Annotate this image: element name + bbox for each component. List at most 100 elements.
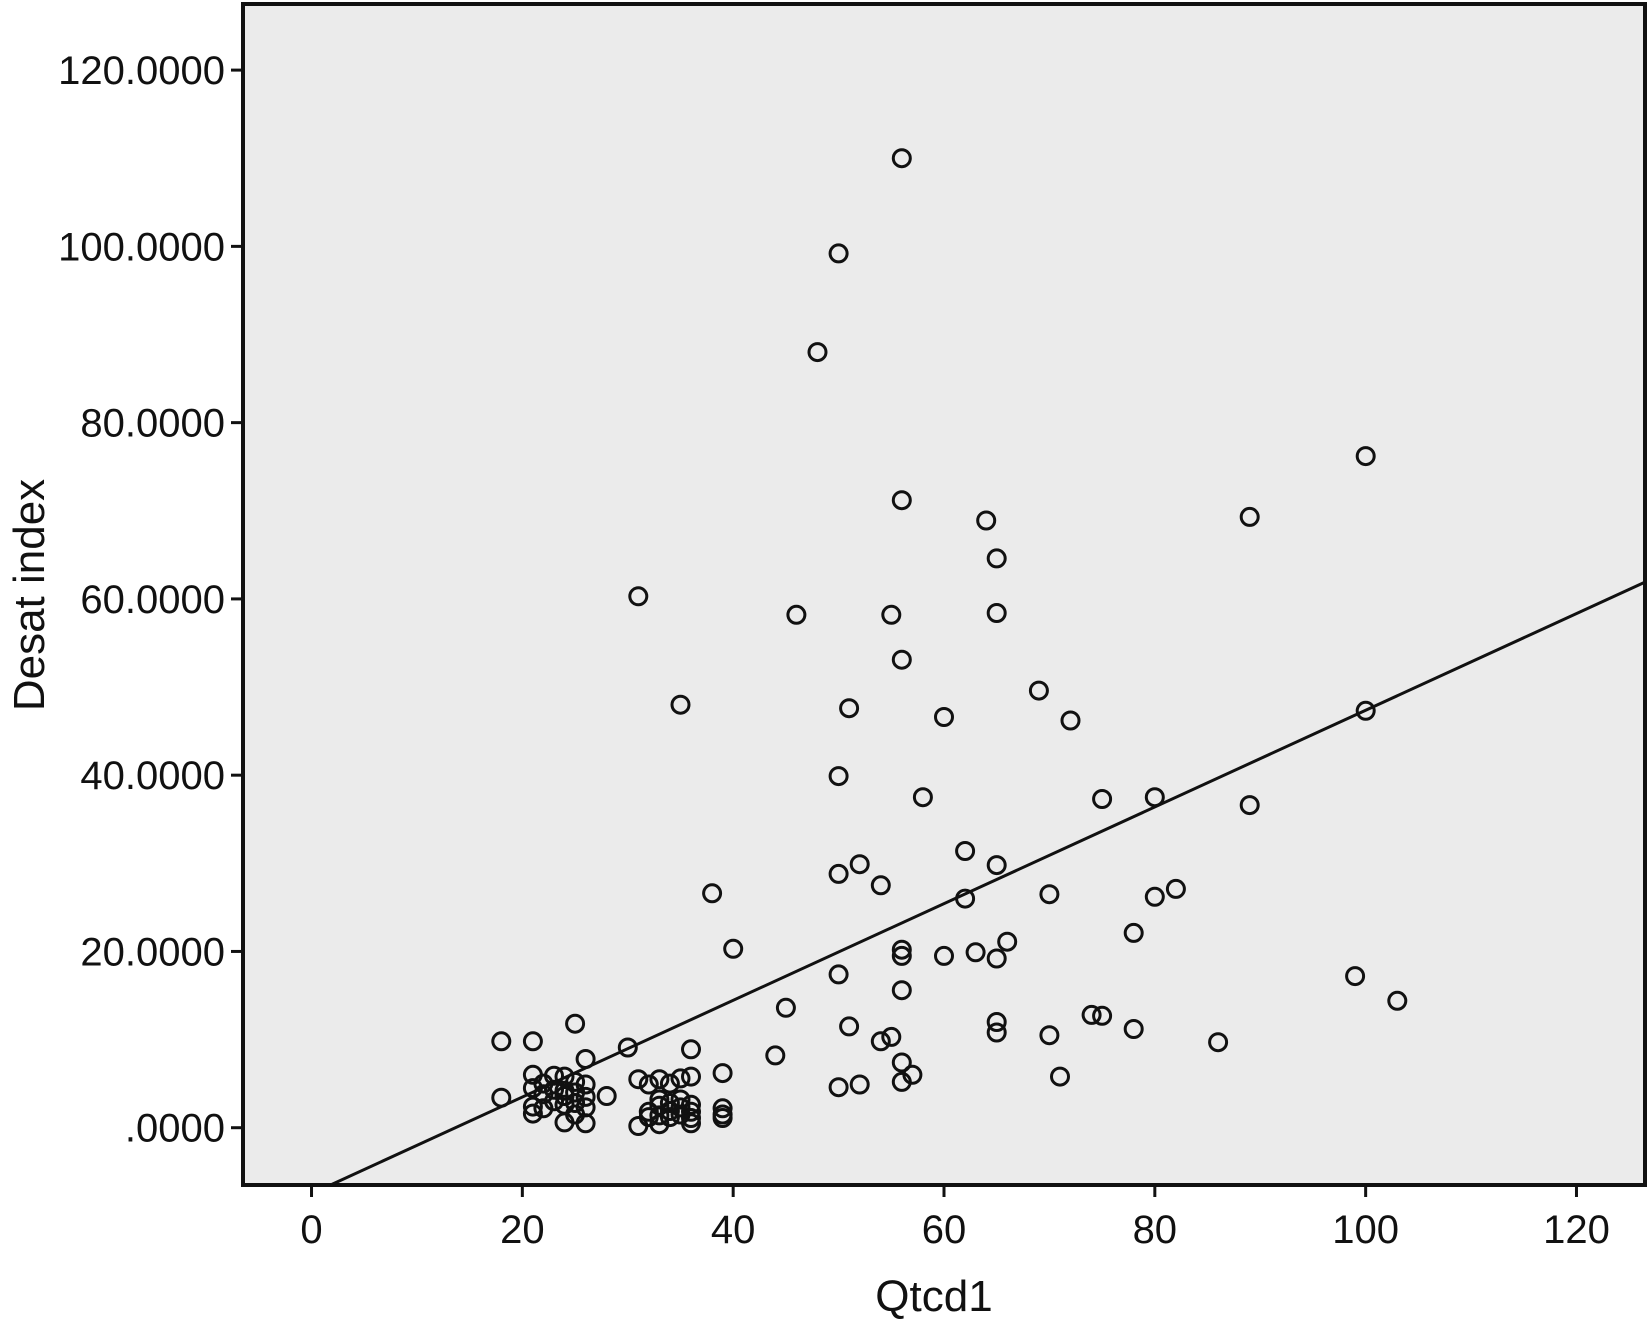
data-point <box>849 1074 870 1095</box>
data-point <box>807 342 828 363</box>
data-point <box>659 1073 680 1094</box>
data-point <box>522 1103 543 1124</box>
data-point <box>1239 506 1260 527</box>
data-point <box>1165 878 1186 899</box>
data-point <box>1239 795 1260 816</box>
data-point <box>891 945 912 966</box>
x-tick-label: 100 <box>1332 1208 1399 1252</box>
data-point <box>628 586 649 607</box>
data-point <box>1028 680 1049 701</box>
data-point <box>1060 710 1081 731</box>
data-point <box>786 604 807 625</box>
data-point <box>681 1113 701 1134</box>
data-point <box>1050 1066 1070 1087</box>
data-point <box>986 948 1007 969</box>
data-point <box>775 997 796 1018</box>
data-point <box>891 980 912 1001</box>
data-point <box>596 1086 617 1106</box>
y-tick-label: 40.0000 <box>80 754 225 798</box>
data-point <box>554 1080 575 1101</box>
data-point <box>670 694 691 715</box>
data-point <box>1355 446 1376 467</box>
data-point <box>649 1069 670 1090</box>
data-point <box>976 510 997 531</box>
data-point <box>638 1101 659 1122</box>
data-point <box>965 942 986 963</box>
data-point <box>891 1052 912 1073</box>
data-point <box>554 1066 575 1087</box>
data-point <box>712 1108 733 1128</box>
data-point <box>881 1026 902 1047</box>
data-point <box>649 1105 670 1126</box>
x-axis: 0 20 40 60 80 100 120 <box>300 1185 1610 1252</box>
data-point <box>934 945 954 966</box>
data-point <box>891 1071 912 1092</box>
data-point <box>649 1114 670 1135</box>
x-tick-label: 0 <box>300 1208 322 1252</box>
data-point <box>522 1031 543 1052</box>
data-point <box>659 1101 680 1121</box>
data-point <box>681 1101 701 1122</box>
data-point <box>839 698 860 719</box>
data-point <box>575 1113 596 1134</box>
data-point <box>522 1096 543 1117</box>
fit-line <box>329 580 1646 1187</box>
data-point <box>839 1016 860 1037</box>
data-point <box>891 490 912 511</box>
data-point <box>1039 884 1060 905</box>
data-point <box>670 1089 691 1110</box>
data-point <box>1355 700 1376 721</box>
data-point <box>681 1039 701 1060</box>
data-point <box>891 148 912 169</box>
data-point <box>934 707 954 727</box>
data-point <box>565 1013 586 1034</box>
data-point <box>891 649 912 670</box>
data-point <box>912 787 933 808</box>
y-tick-label: 80.0000 <box>80 402 225 446</box>
data-point <box>986 1012 1007 1032</box>
data-point <box>828 1077 849 1098</box>
data-point <box>986 855 1007 876</box>
points-layer <box>491 148 1408 1136</box>
data-point <box>575 1086 596 1107</box>
data-point <box>986 548 1007 569</box>
data-point <box>1081 1004 1102 1025</box>
data-point <box>828 964 849 985</box>
data-point <box>712 1063 733 1084</box>
data-point <box>628 1069 649 1090</box>
data-point <box>617 1037 638 1058</box>
data-point <box>881 604 902 625</box>
data-point <box>1092 1005 1113 1026</box>
data-point <box>1123 922 1144 943</box>
data-point <box>828 766 849 787</box>
data-point <box>891 939 912 960</box>
data-point <box>670 1068 691 1089</box>
y-tick-label: .0000 <box>125 1107 225 1151</box>
data-point <box>1345 966 1366 987</box>
x-tick-label: 120 <box>1543 1208 1610 1252</box>
data-point <box>1092 789 1113 809</box>
plot-area <box>241 2 1647 1187</box>
data-point <box>849 854 870 875</box>
data-point <box>986 1022 1007 1043</box>
x-tick-label: 20 <box>500 1208 545 1252</box>
data-point <box>554 1112 575 1133</box>
data-point <box>870 1031 891 1052</box>
data-point <box>638 1074 659 1095</box>
y-tick-label: 60.0000 <box>80 578 225 622</box>
x-tick-label: 40 <box>711 1208 756 1252</box>
data-point <box>659 1093 680 1113</box>
y-axis: .0000 20.0000 40.0000 60.0000 80.0000 100.000… <box>58 49 243 1151</box>
data-point <box>828 243 849 264</box>
data-point <box>565 1093 586 1113</box>
data-point <box>765 1045 786 1066</box>
y-axis-title: Desat index <box>5 479 54 711</box>
data-point <box>533 1098 554 1119</box>
data-point <box>723 938 744 959</box>
x-tick-label: 60 <box>922 1208 967 1252</box>
data-point <box>997 931 1018 952</box>
data-point <box>1039 1025 1060 1046</box>
data-point <box>712 1098 733 1119</box>
x-axis-title: Qtcd1 <box>875 1272 992 1321</box>
